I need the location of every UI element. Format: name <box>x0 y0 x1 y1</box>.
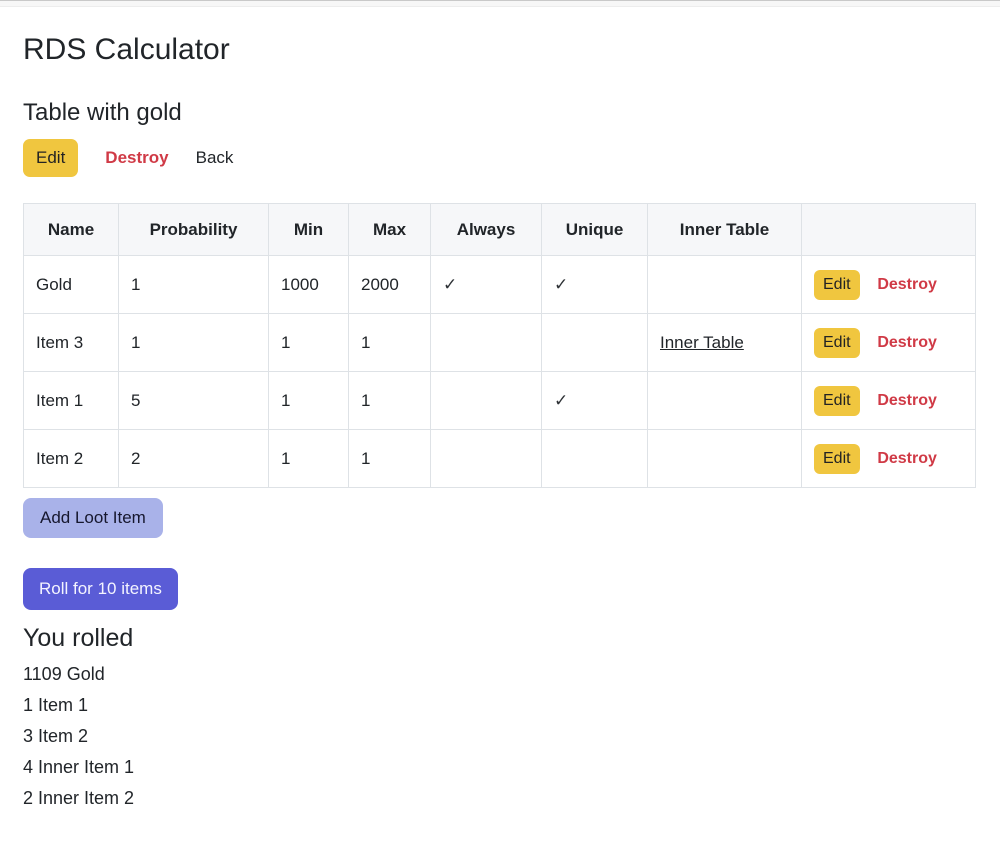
edit-row-button[interactable]: Edit <box>814 385 860 416</box>
cell-inner-table: Inner Table <box>647 313 802 372</box>
result-item: 1109 Gold <box>23 664 105 684</box>
page-title: RDS Calculator <box>23 33 230 66</box>
cell-inner-table <box>647 371 802 430</box>
edit-row-button[interactable]: Edit <box>814 327 860 358</box>
result-item: 3 Item 2 <box>23 726 89 746</box>
header-inner-table: Inner Table <box>647 203 802 256</box>
add-loot-item-button[interactable]: Add Loot Item <box>23 498 163 538</box>
unique-checkmark-icon: ✓ <box>541 371 648 430</box>
always-checkmark-icon <box>430 313 542 372</box>
cell-max: 1 <box>348 371 431 430</box>
cell-min: 1 <box>268 429 349 488</box>
cell-name: Item 1 <box>23 371 119 430</box>
cell-max: 1 <box>348 313 431 372</box>
result-item: 4 Inner Item 1 <box>23 757 135 777</box>
table-name-heading: Table with gold <box>23 99 182 126</box>
table-row: Item 2 2 1 1 Edit Destroy <box>23 429 976 488</box>
header-name: Name <box>23 203 119 256</box>
cell-inner-table <box>647 429 802 488</box>
cell-actions: Edit Destroy <box>801 313 976 372</box>
back-link[interactable]: Back <box>195 148 234 167</box>
edit-row-button[interactable]: Edit <box>814 443 860 474</box>
unique-checkmark-icon <box>541 313 648 372</box>
table-row: Gold 1 1000 2000 ✓ ✓ Edit Destroy <box>23 255 976 314</box>
destroy-row-link[interactable]: Destroy <box>877 391 937 409</box>
cell-probability: 5 <box>118 371 269 430</box>
inner-table-link[interactable]: Inner Table <box>660 332 744 352</box>
cell-min: 1000 <box>268 255 349 314</box>
cell-name: Item 2 <box>23 429 119 488</box>
cell-probability: 2 <box>118 429 269 488</box>
results-heading: You rolled <box>23 624 134 652</box>
cell-min: 1 <box>268 313 349 372</box>
unique-checkmark-icon <box>541 429 648 488</box>
always-checkmark-icon <box>430 371 542 430</box>
unique-checkmark-icon: ✓ <box>541 255 648 314</box>
header-always: Always <box>430 203 542 256</box>
edit-row-button[interactable]: Edit <box>814 269 860 300</box>
main-content: RDS Calculator Table with gold Edit Dest… <box>0 32 1000 844</box>
table-header-row: Name Probability Min Max Always Unique I… <box>23 203 976 256</box>
cell-inner-table <box>647 255 802 314</box>
table-row: Item 3 1 1 1 Inner Table Edit Destroy <box>23 313 976 372</box>
roll-button[interactable]: Roll for 10 items <box>23 568 178 610</box>
cell-probability: 1 <box>118 313 269 372</box>
header-probability: Probability <box>118 203 269 256</box>
cell-max: 2000 <box>348 255 431 314</box>
header-min: Min <box>268 203 349 256</box>
header-actions <box>801 203 976 256</box>
table-toolbar: Edit Destroy Back <box>23 138 975 178</box>
result-item: 2 Inner Item 2 <box>23 788 135 808</box>
destroy-row-link[interactable]: Destroy <box>877 275 937 293</box>
results-list: 1109 Gold 1 Item 1 3 Item 2 4 Inner Item… <box>23 659 975 814</box>
always-checkmark-icon <box>430 429 542 488</box>
header-max: Max <box>348 203 431 256</box>
loot-items-table: Name Probability Min Max Always Unique I… <box>23 203 976 488</box>
cell-max: 1 <box>348 429 431 488</box>
cell-min: 1 <box>268 371 349 430</box>
cell-name: Item 3 <box>23 313 119 372</box>
cell-probability: 1 <box>118 255 269 314</box>
cell-name: Gold <box>23 255 119 314</box>
always-checkmark-icon: ✓ <box>430 255 542 314</box>
cell-actions: Edit Destroy <box>801 429 976 488</box>
result-item: 1 Item 1 <box>23 695 89 715</box>
table-row: Item 1 5 1 1 ✓ Edit Destroy <box>23 371 976 430</box>
destroy-table-link[interactable]: Destroy <box>105 148 169 167</box>
destroy-row-link[interactable]: Destroy <box>877 449 937 467</box>
destroy-row-link[interactable]: Destroy <box>877 333 937 351</box>
cell-actions: Edit Destroy <box>801 255 976 314</box>
browser-chrome-edge <box>0 0 1000 7</box>
header-unique: Unique <box>541 203 648 256</box>
cell-actions: Edit Destroy <box>801 371 976 430</box>
edit-table-button[interactable]: Edit <box>23 139 79 177</box>
